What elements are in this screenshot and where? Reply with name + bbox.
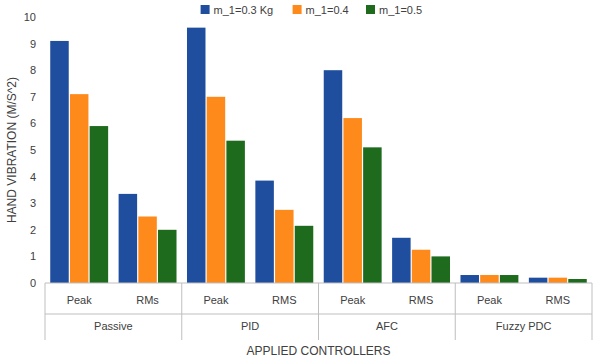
x-tick-label: RMS bbox=[272, 294, 296, 306]
bar bbox=[460, 275, 479, 283]
y-tick-label: 7 bbox=[30, 91, 36, 103]
group-separator bbox=[455, 283, 456, 340]
y-tick bbox=[42, 256, 45, 257]
group-divider bbox=[45, 314, 592, 315]
x-tick-label: Peak bbox=[203, 294, 229, 306]
bar bbox=[158, 230, 177, 283]
bar bbox=[207, 97, 226, 283]
group-separator bbox=[318, 283, 319, 340]
bar bbox=[324, 70, 343, 283]
group-label: Fuzzy PDC bbox=[496, 320, 552, 332]
y-axis: 0 1 2 3 4 5 6 7 8 9 10 bbox=[24, 11, 45, 289]
y-axis-label: HAND VIBRATION (M/S^2) bbox=[5, 77, 19, 223]
bar bbox=[500, 275, 519, 283]
legend-label: m_1=0.5 bbox=[379, 4, 422, 16]
bar bbox=[480, 275, 499, 283]
group-label: PID bbox=[241, 320, 259, 332]
page: {"chart_data": { "type": "bar", "xlabel"… bbox=[0, 0, 600, 361]
bar bbox=[432, 256, 451, 283]
y-tick-label: 3 bbox=[30, 197, 36, 209]
x-tick-label: RMs bbox=[136, 294, 159, 306]
bar bbox=[549, 278, 568, 283]
bar bbox=[226, 141, 245, 283]
bar bbox=[392, 238, 411, 283]
y-tick-label: 0 bbox=[30, 277, 36, 289]
y-tick bbox=[42, 43, 45, 44]
y-tick-label: 1 bbox=[30, 250, 36, 262]
group-separator bbox=[592, 283, 593, 340]
x-axis-label: APPLIED CONTROLLERS bbox=[246, 344, 390, 358]
bar bbox=[568, 279, 587, 283]
y-tick bbox=[42, 229, 45, 230]
y-tick bbox=[42, 123, 45, 124]
bar bbox=[90, 126, 109, 283]
bars bbox=[50, 28, 587, 283]
x-tick-label: Peak bbox=[340, 294, 366, 306]
bar bbox=[50, 41, 69, 283]
legend-swatch bbox=[293, 5, 302, 14]
x-tick-label: RMS bbox=[546, 294, 570, 306]
bar bbox=[187, 28, 206, 283]
x-axis: Peak RMs Peak RMS Peak RMS Peak RMS Passive PID AF… bbox=[45, 283, 592, 340]
legend-label: m_1=0.3 Kg bbox=[214, 4, 274, 16]
y-tick-label: 10 bbox=[24, 11, 36, 23]
y-tick-label: 9 bbox=[30, 38, 36, 50]
x-tick-label: Peak bbox=[67, 294, 93, 306]
y-tick bbox=[42, 70, 45, 71]
y-tick bbox=[42, 150, 45, 151]
bar bbox=[363, 147, 382, 283]
y-tick-label: 8 bbox=[30, 64, 36, 76]
y-tick bbox=[42, 203, 45, 204]
x-tick-label: Peak bbox=[477, 294, 503, 306]
y-tick-label: 2 bbox=[30, 224, 36, 236]
group-label: Passive bbox=[94, 320, 133, 332]
legend-swatch bbox=[366, 5, 375, 14]
bar bbox=[255, 181, 273, 283]
y-tick-label: 5 bbox=[30, 144, 36, 156]
y-tick bbox=[42, 96, 45, 97]
y-tick bbox=[42, 176, 45, 177]
y-tick-label: 4 bbox=[30, 171, 36, 183]
y-tick-label: 6 bbox=[30, 117, 36, 129]
bar bbox=[343, 118, 362, 283]
legend-swatch bbox=[201, 5, 210, 14]
x-tick-label: RMS bbox=[409, 294, 433, 306]
chart-container: 0 1 2 3 4 5 6 7 8 9 10 HAND VIBRATION (M/S^2) Peak RM… bbox=[0, 0, 600, 361]
group-separator bbox=[181, 283, 182, 340]
group-separator bbox=[45, 283, 46, 340]
bar bbox=[275, 210, 294, 283]
bar bbox=[70, 94, 89, 283]
bar bbox=[295, 226, 314, 283]
bar bbox=[138, 217, 157, 284]
bar bbox=[119, 194, 138, 283]
bar bbox=[412, 250, 431, 283]
legend: m_1=0.3 Kg m_1=0.4 m_1=0.5 bbox=[201, 4, 423, 16]
bar bbox=[529, 278, 548, 283]
group-label: AFC bbox=[376, 320, 398, 332]
chart: 0 1 2 3 4 5 6 7 8 9 10 HAND VIBRATION (M/S^2) Peak RM… bbox=[0, 0, 600, 361]
y-tick bbox=[42, 17, 45, 18]
legend-label: m_1=0.4 bbox=[306, 4, 349, 16]
